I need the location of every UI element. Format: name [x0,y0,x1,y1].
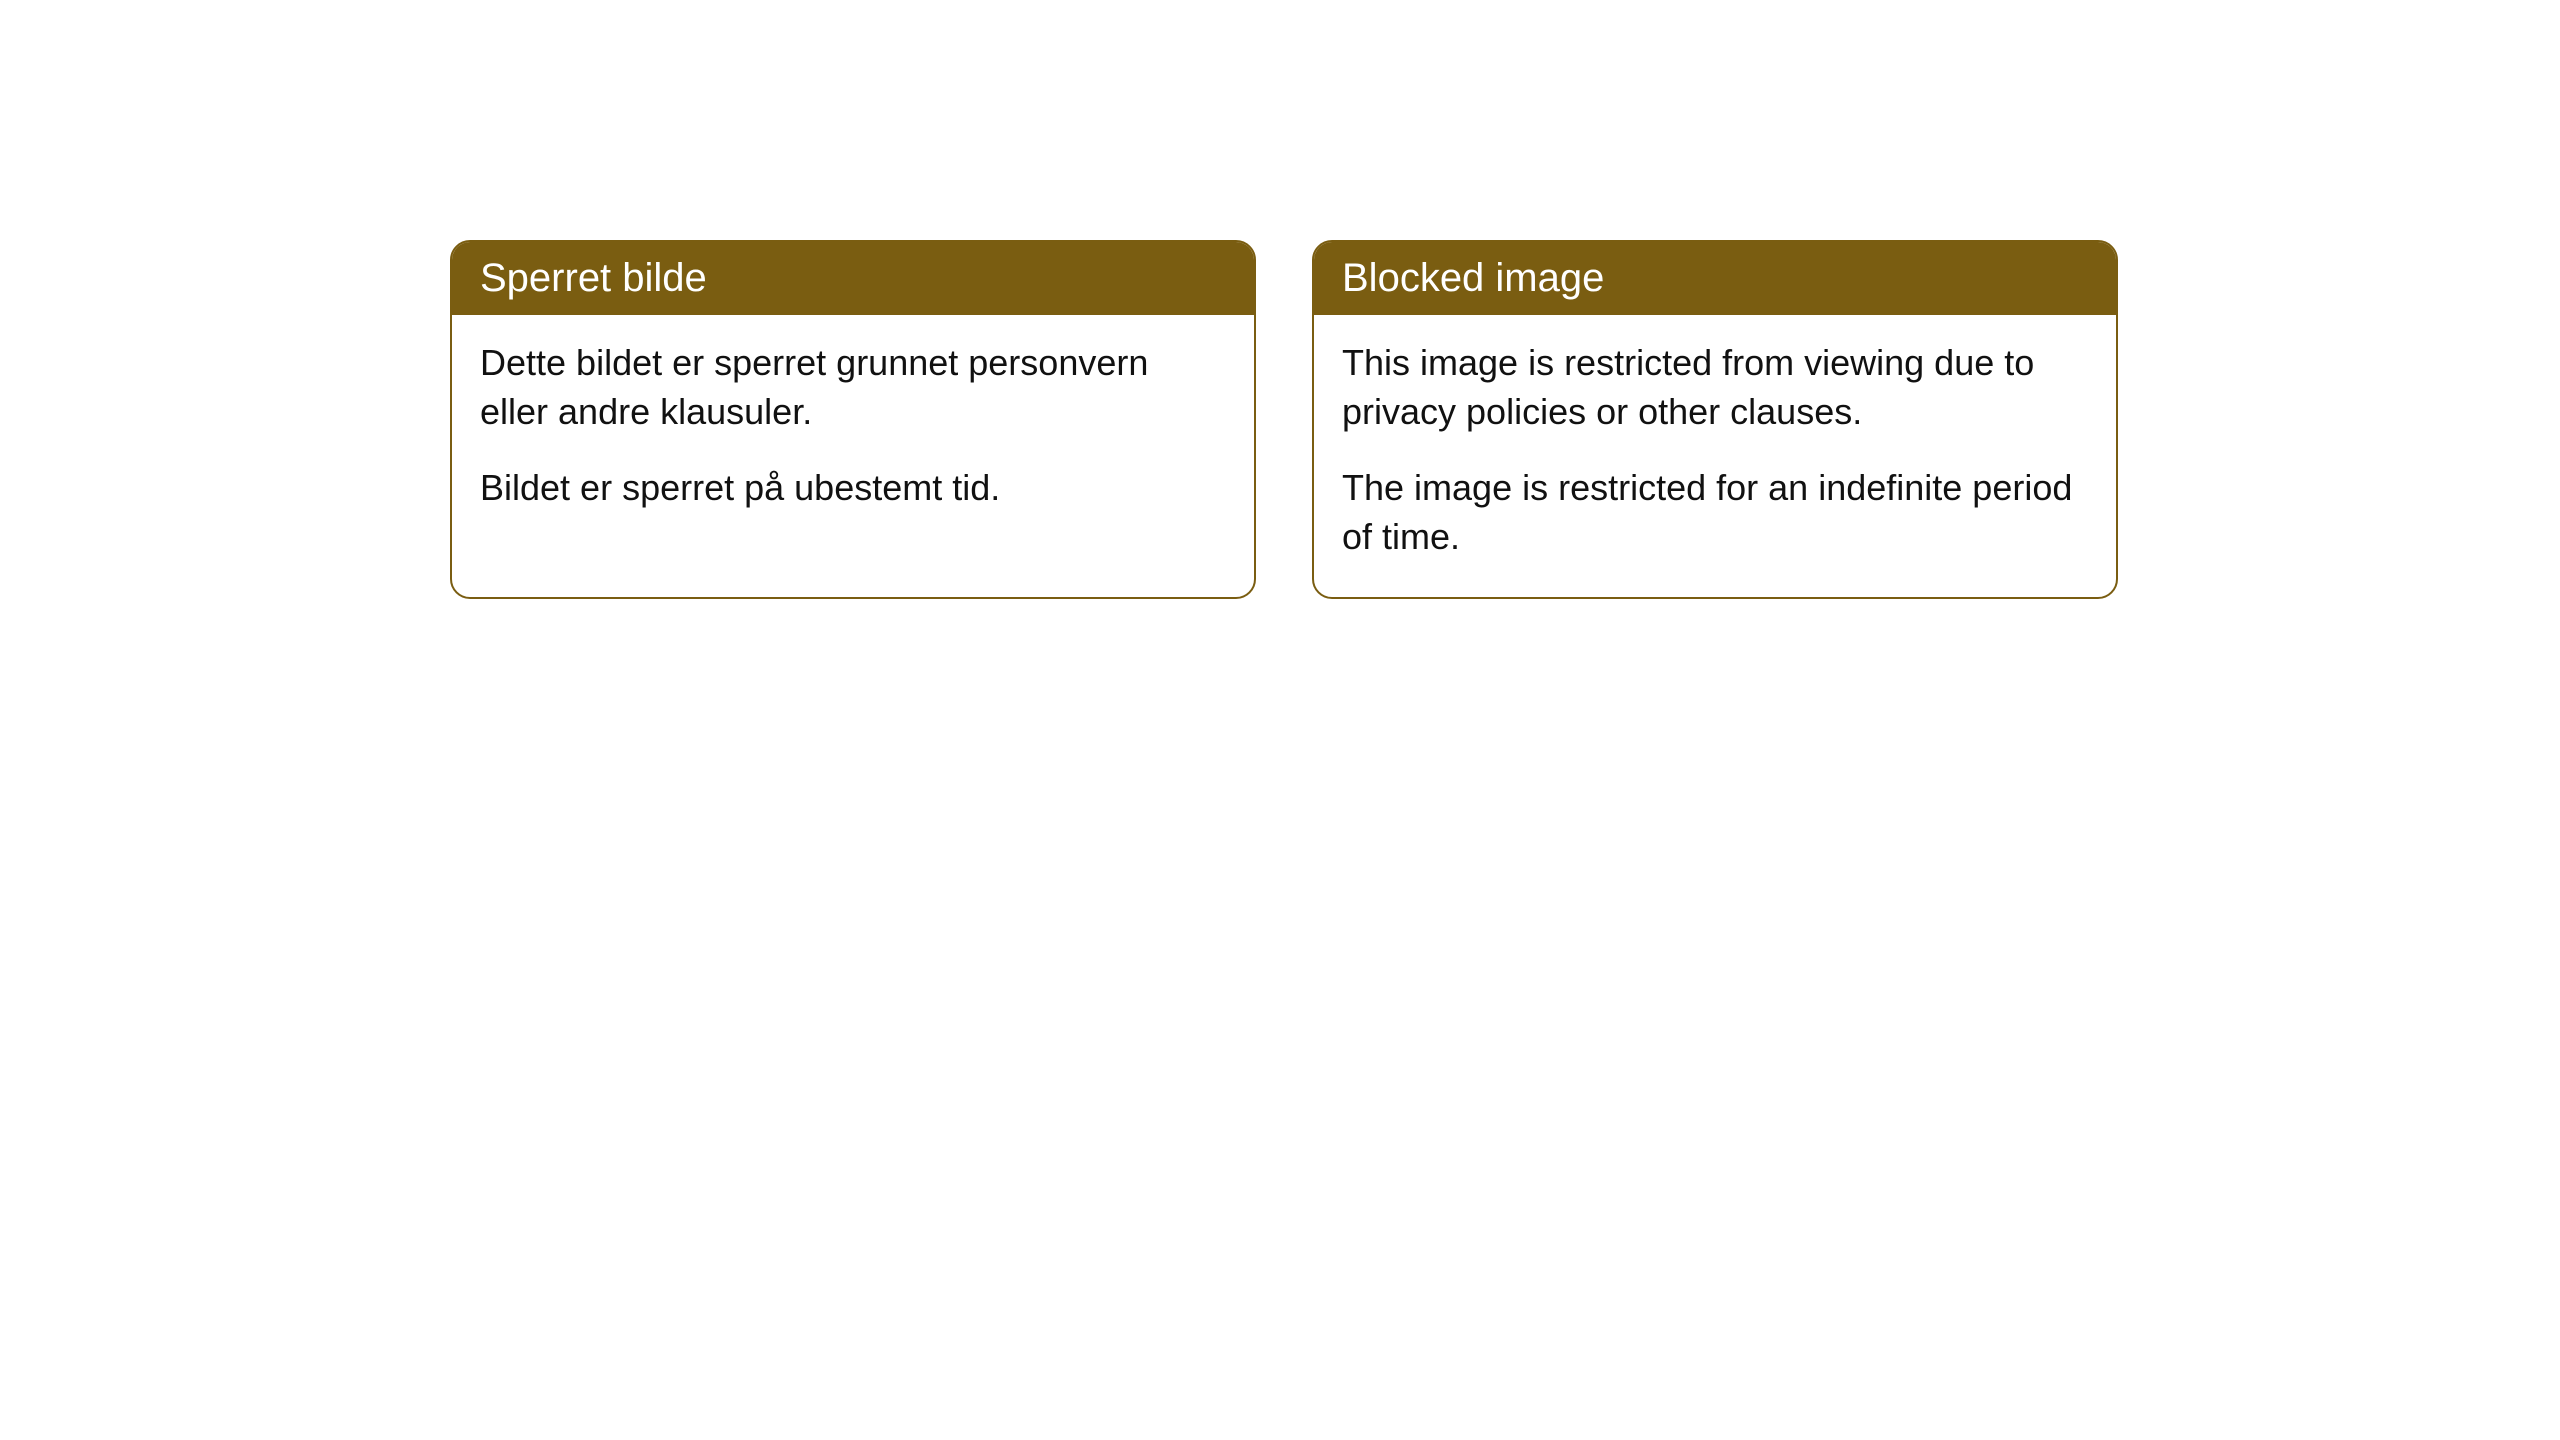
card-title: Blocked image [1342,256,1604,300]
card-paragraph: Dette bildet er sperret grunnet personve… [480,339,1226,436]
cards-container: Sperret bilde Dette bildet er sperret gr… [450,240,2560,599]
card-paragraph: This image is restricted from viewing du… [1342,339,2088,436]
card-paragraph: The image is restricted for an indefinit… [1342,464,2088,561]
card-body-norwegian: Dette bildet er sperret grunnet personve… [452,315,1254,549]
card-body-english: This image is restricted from viewing du… [1314,315,2116,597]
card-english: Blocked image This image is restricted f… [1312,240,2118,599]
card-title: Sperret bilde [480,256,707,300]
card-header-norwegian: Sperret bilde [452,242,1254,315]
card-header-english: Blocked image [1314,242,2116,315]
card-norwegian: Sperret bilde Dette bildet er sperret gr… [450,240,1256,599]
card-paragraph: Bildet er sperret på ubestemt tid. [480,464,1226,513]
